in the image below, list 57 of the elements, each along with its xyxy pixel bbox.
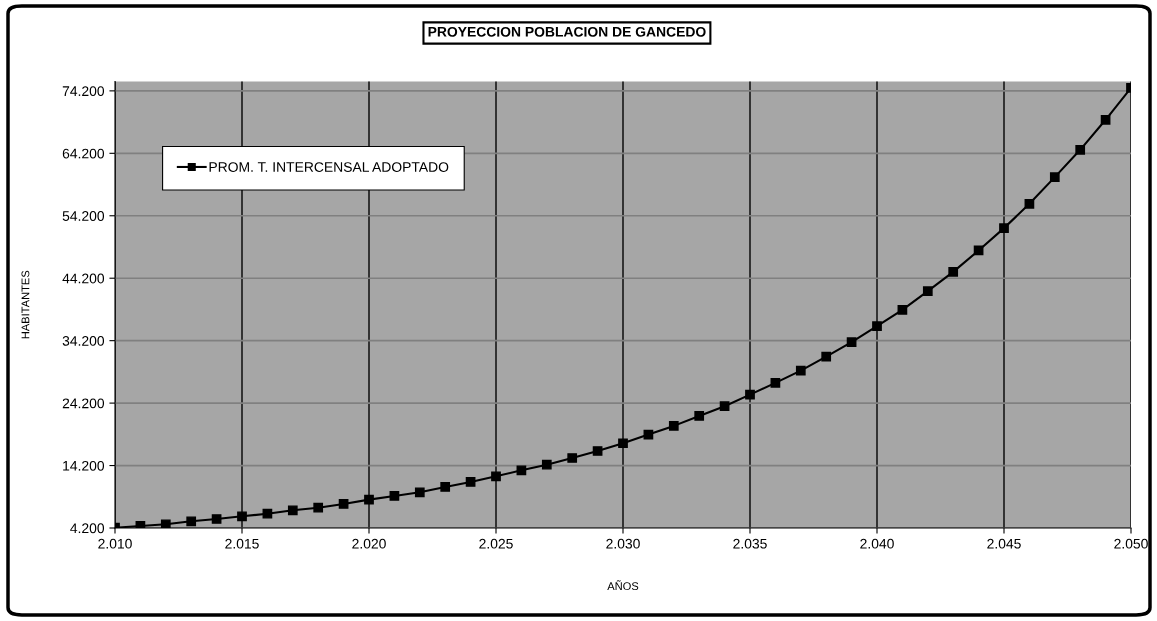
y-tick-label: 64.200: [62, 148, 105, 159]
point: [237, 511, 247, 522]
point: [745, 389, 755, 400]
point: [414, 487, 425, 498]
point: [491, 471, 501, 482]
point: [948, 266, 959, 277]
point: [821, 351, 832, 362]
x-tick-label: 2.045: [987, 538, 1021, 549]
point: [465, 477, 476, 487]
point: [211, 514, 222, 524]
x-tick-label: 2.050: [1114, 538, 1148, 549]
x-tick-label: 2.015: [225, 538, 259, 549]
point: [160, 519, 171, 528]
x-tick-label: 2.030: [606, 538, 640, 549]
point: [592, 446, 603, 456]
point: [846, 337, 857, 348]
x-tick-label: 2.020: [352, 538, 386, 549]
point: [618, 438, 628, 449]
point: [668, 421, 679, 431]
x-tick-label: 2.010: [98, 538, 132, 549]
chart-title: PROYECCION POBLACION DE GANCEDO: [428, 26, 706, 37]
point: [1100, 114, 1111, 125]
y-tick-label: 34.200: [62, 335, 105, 346]
y-tick-label: 24.200: [62, 398, 105, 409]
point: [262, 508, 273, 519]
point: [541, 459, 552, 470]
point: [364, 494, 374, 505]
point: [694, 411, 705, 421]
y-tick-label: 74.200: [62, 86, 105, 97]
point: [567, 453, 578, 463]
x-tick-label: 2.025: [479, 538, 513, 549]
point: [389, 491, 400, 501]
point: [1049, 172, 1060, 182]
point: [1075, 144, 1086, 155]
point: [440, 482, 451, 492]
y-tick-label: 54.200: [62, 211, 105, 221]
y-tick-label: 44.200: [62, 273, 105, 284]
x-axis-title: AÑOS: [607, 580, 639, 591]
point: [922, 286, 933, 296]
y-axis-title: HABITANTES: [21, 270, 30, 339]
legend-label: PROM. T. INTERCENSAL ADOPTADO: [209, 162, 449, 172]
point: [770, 378, 781, 388]
point: [1024, 198, 1035, 209]
point: [287, 505, 298, 516]
point: [516, 465, 527, 476]
point: [338, 499, 349, 509]
x-tick-label: 2.035: [733, 538, 767, 549]
y-tick-label: 4.200: [70, 523, 105, 534]
x-tick-label: 2.040: [860, 538, 894, 549]
point: [872, 321, 882, 332]
point: [795, 365, 806, 376]
point: [719, 401, 730, 412]
point: [999, 223, 1009, 233]
point: [313, 502, 324, 513]
y-tick-label: 14.200: [63, 460, 105, 471]
point: [186, 516, 197, 527]
point: [897, 305, 908, 315]
